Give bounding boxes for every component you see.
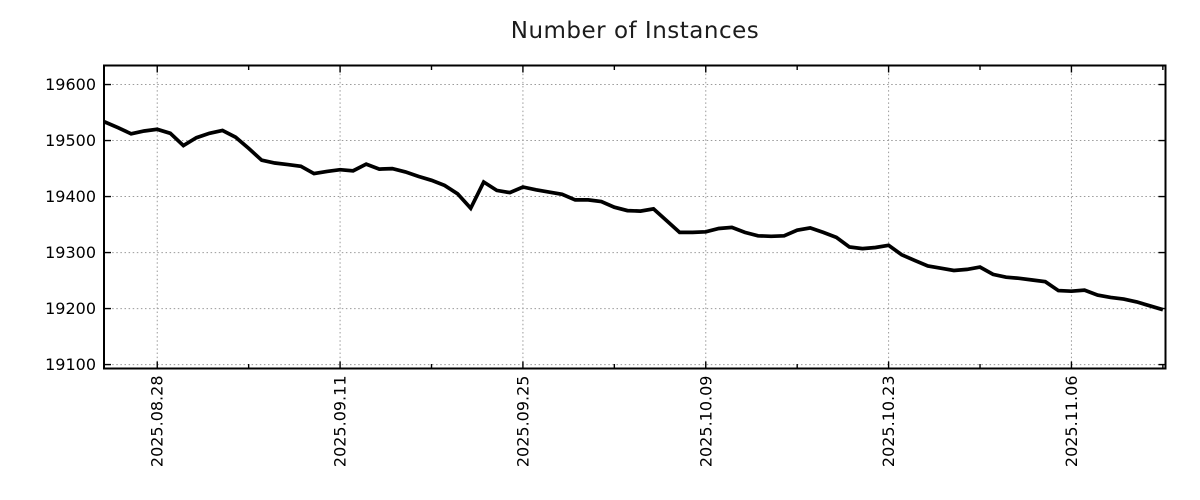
x-tick-label: 2025.09.25 — [513, 376, 532, 468]
y-tick-label: 19200 — [45, 299, 96, 318]
y-tick-label: 19100 — [45, 355, 96, 374]
chart-title: Number of Instances — [510, 18, 760, 44]
data-line — [103, 120, 1164, 312]
y-tick-label: 19400 — [45, 187, 96, 206]
x-tick-label: 2025.10.23 — [879, 376, 898, 468]
x-tick-label: 2025.11.06 — [1062, 376, 1081, 468]
y-tick-label: 19300 — [45, 243, 96, 262]
x-tick-label: 2025.08.28 — [148, 376, 167, 468]
x-tick-label: 2025.10.09 — [696, 376, 715, 468]
x-tick-label: 2025.09.11 — [331, 376, 350, 468]
y-tick-label: 19500 — [45, 131, 96, 150]
plot-border — [103, 64, 1167, 370]
y-tick-label: 19600 — [45, 75, 96, 94]
